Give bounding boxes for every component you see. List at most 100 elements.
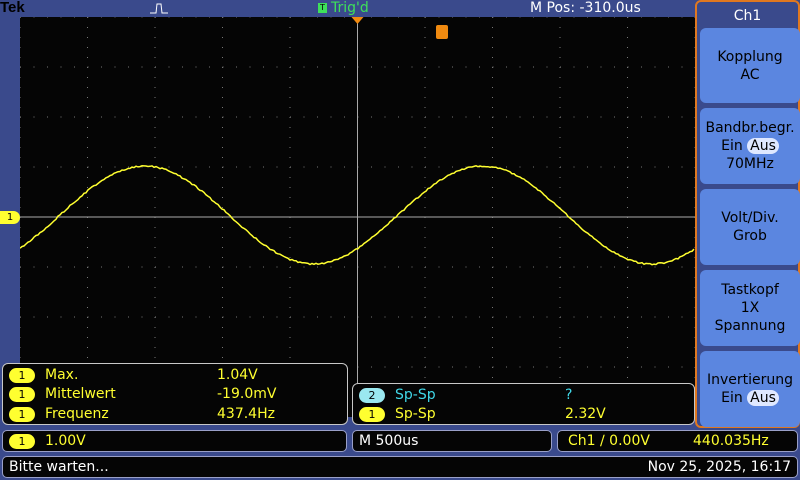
grid-dot bbox=[425, 177, 426, 178]
grid-dot bbox=[627, 337, 628, 338]
grid-dot bbox=[290, 207, 291, 208]
grid-dot bbox=[628, 267, 629, 268]
grid-dot bbox=[169, 167, 170, 168]
grid-dot bbox=[425, 117, 426, 118]
grid-dot bbox=[425, 97, 426, 98]
grid-dot bbox=[155, 47, 156, 48]
grid-dot bbox=[317, 17, 318, 18]
grid-dot bbox=[587, 367, 588, 368]
grid-dot bbox=[425, 77, 426, 78]
trigger-readout[interactable]: Ch1 ∕ 0.00V 440.035Hz bbox=[557, 430, 798, 452]
grid-dot bbox=[196, 17, 197, 18]
grid-dot bbox=[331, 317, 332, 318]
grid-dot bbox=[492, 257, 493, 258]
grid-dot bbox=[250, 317, 251, 318]
grid-dot bbox=[277, 267, 278, 268]
grid-dot bbox=[344, 167, 345, 168]
grid-dot bbox=[20, 37, 21, 38]
grid-dot bbox=[290, 37, 291, 38]
grid-dot bbox=[87, 127, 88, 128]
trigger-status-text: Trig'd bbox=[331, 0, 369, 16]
grid-dot bbox=[655, 17, 656, 18]
grid-dot bbox=[222, 107, 223, 108]
grid-dot bbox=[627, 357, 628, 358]
ch1-ground-marker[interactable]: 1 bbox=[0, 211, 20, 224]
volt-div-button[interactable]: Volt/Div. Grob bbox=[700, 189, 800, 265]
grid-dot bbox=[425, 297, 426, 298]
grid-dot bbox=[398, 317, 399, 318]
grid-dot bbox=[222, 297, 223, 298]
invert-button[interactable]: Invertierung Ein Aus bbox=[700, 351, 800, 427]
grid-dot bbox=[222, 147, 223, 148]
grid-dot bbox=[627, 257, 628, 258]
invert-on: Ein bbox=[721, 390, 743, 406]
grid-dot bbox=[87, 27, 88, 28]
grid-dot bbox=[290, 157, 291, 158]
grid-dot bbox=[520, 17, 521, 18]
measurement-value: 437.4Hz bbox=[217, 406, 275, 422]
grid-dot bbox=[20, 327, 21, 328]
grid-dot bbox=[412, 267, 413, 268]
grid-dot bbox=[182, 117, 183, 118]
grid-dot bbox=[317, 167, 318, 168]
grid-dot bbox=[425, 47, 426, 48]
volt-div-label: Volt/Div. bbox=[700, 209, 800, 227]
grid-dot bbox=[87, 47, 88, 48]
grid-dot bbox=[20, 127, 21, 128]
grid-dot bbox=[209, 67, 210, 68]
measurement-name: Mittelwert bbox=[45, 386, 217, 402]
grid-dot bbox=[627, 197, 628, 198]
grid-dot bbox=[627, 157, 628, 158]
grid-dot bbox=[20, 277, 21, 278]
probe-button[interactable]: Tastkopf 1X Spannung bbox=[700, 270, 800, 346]
grid-dot bbox=[520, 267, 521, 268]
grid-dot bbox=[222, 127, 223, 128]
grid-dot bbox=[290, 257, 291, 258]
grid-dot bbox=[74, 67, 75, 68]
grid-dot bbox=[668, 267, 669, 268]
grid-dot bbox=[425, 247, 426, 248]
grid-dot bbox=[344, 267, 345, 268]
timebase-readout[interactable]: M 500us bbox=[352, 430, 552, 452]
grid-dot bbox=[492, 147, 493, 148]
channel-badge: 1 bbox=[359, 407, 385, 422]
grid-dot bbox=[614, 167, 615, 168]
grid-dot bbox=[452, 117, 453, 118]
grid-dot bbox=[425, 287, 426, 288]
grid-dot bbox=[155, 237, 156, 238]
grid-dot bbox=[641, 267, 642, 268]
grid-dot bbox=[574, 367, 575, 368]
grid-dot bbox=[290, 297, 291, 298]
grid-dot bbox=[425, 307, 426, 308]
grid-dot bbox=[641, 367, 642, 368]
grid-dot bbox=[385, 17, 386, 18]
grid-dot bbox=[155, 57, 156, 58]
grid-dot bbox=[290, 267, 291, 268]
grid-dot bbox=[425, 87, 426, 88]
coupling-button[interactable]: Kopplung AC bbox=[700, 28, 800, 103]
grid-dot bbox=[331, 67, 332, 68]
grid-dot bbox=[627, 177, 628, 178]
grid-dot bbox=[290, 167, 291, 168]
grid-dot bbox=[492, 47, 493, 48]
grid-dot bbox=[655, 267, 656, 268]
grid-dot bbox=[277, 167, 278, 168]
grid-dot bbox=[155, 247, 156, 248]
grid-dot bbox=[601, 117, 602, 118]
grid-dot bbox=[87, 87, 88, 88]
grid-dot bbox=[520, 117, 521, 118]
grid-dot bbox=[87, 337, 88, 338]
grid-dot bbox=[682, 367, 683, 368]
bandwidth-limit-button[interactable]: Bandbr.begr. Ein Aus 70MHz bbox=[700, 108, 800, 184]
grid-dot bbox=[466, 17, 467, 18]
probe-type: Spannung bbox=[700, 317, 800, 335]
grid-dot bbox=[87, 157, 88, 158]
grid-dot bbox=[425, 327, 426, 328]
grid-dot bbox=[425, 167, 426, 168]
grid-dot bbox=[492, 37, 493, 38]
trigger-position-marker bbox=[352, 17, 364, 24]
ch1-scale-readout[interactable]: 1 1.00V bbox=[2, 430, 347, 452]
grid-dot bbox=[87, 247, 88, 248]
grid-dot bbox=[560, 367, 561, 368]
grid-dot bbox=[222, 237, 223, 238]
